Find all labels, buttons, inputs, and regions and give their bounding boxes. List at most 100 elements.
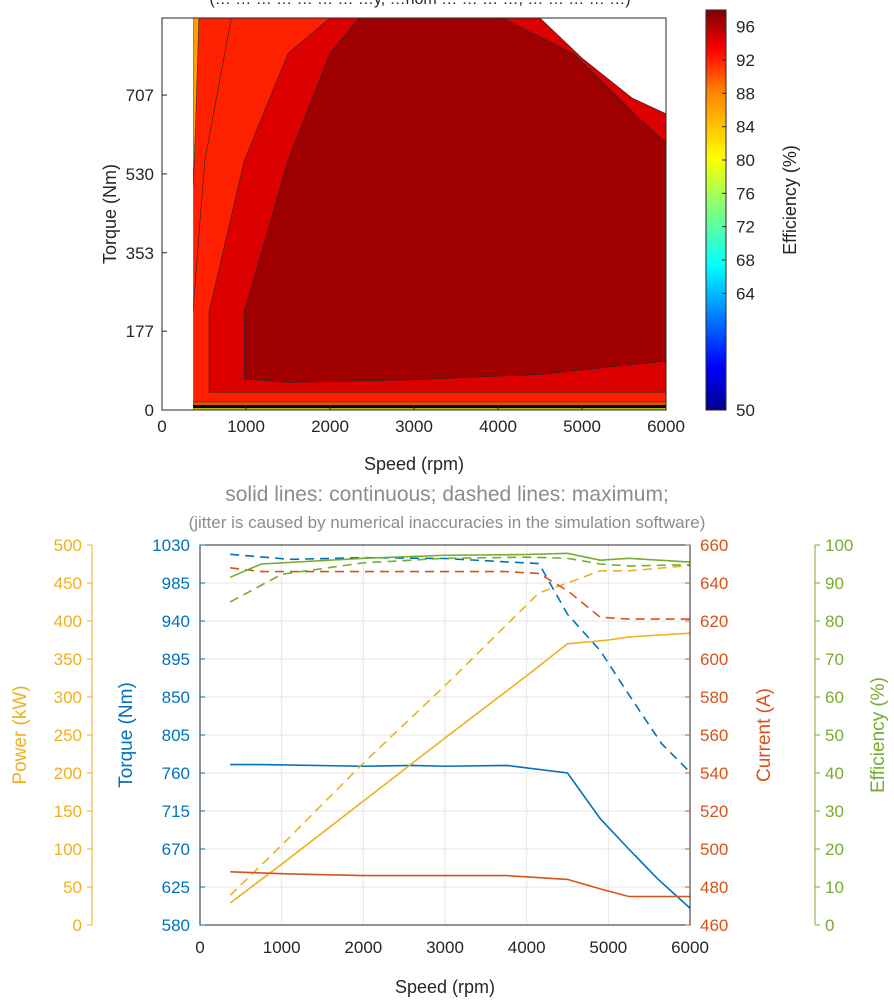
map-xtick-label: 1000 (227, 417, 265, 436)
plot-xtick-label: 6000 (671, 938, 709, 957)
current-tick-label: 520 (700, 802, 728, 821)
power-tick-label: 500 (54, 536, 82, 555)
plot-xlabel: Speed (rpm) (395, 977, 495, 997)
plot-xtick-label: 1000 (263, 938, 301, 957)
power-tick-label: 150 (54, 802, 82, 821)
map-xlabel: Speed (rpm) (364, 454, 464, 474)
top-cut-title: (… … … … … … … …y, …nom … … … …, … … … …… (209, 0, 630, 8)
efficiency-tick-label: 10 (825, 878, 844, 897)
power-tick-label: 300 (54, 688, 82, 707)
power-tick-label: 200 (54, 764, 82, 783)
current-tick-label: 640 (700, 574, 728, 593)
torque-tick-label: 625 (162, 878, 190, 897)
subtitle-line-2: (jitter is caused by numerical inaccurac… (189, 513, 706, 532)
contour-line-84 (192, 18, 232, 313)
colorbar-tick-label: 76 (736, 184, 755, 203)
torque-tick-label: 895 (162, 650, 190, 669)
colorbar-tick-label: 84 (736, 118, 755, 137)
colorbar-tick-label: 68 (736, 251, 755, 270)
efficiency-tick-label: 80 (825, 612, 844, 631)
torque-tick-label: 760 (162, 764, 190, 783)
colorbar (705, 9, 727, 411)
performance-curves: 0 1000 2000 3000 4000 5000 6000050100150200250… (10, 536, 889, 997)
efficiency-tick-label: 50 (825, 726, 844, 745)
power-tick-label: 50 (63, 878, 82, 897)
map-xtick-label: 4000 (479, 417, 517, 436)
plot-xtick-label: 5000 (589, 938, 627, 957)
plot-xtick-label: 2000 (344, 938, 382, 957)
colorbar-tick-label: 50 (736, 401, 755, 420)
current-dashed-line (230, 567, 690, 620)
map-xtick-label: 6000 (647, 417, 685, 436)
current-solid-line (230, 871, 690, 898)
torque-tick-label: 670 (162, 840, 190, 859)
efficiency-axis-label: Efficiency (%) (868, 677, 889, 793)
outside-low-speed (192, 18, 194, 410)
colorbar-tick-label: 72 (736, 218, 755, 237)
torque-tick-label: 985 (162, 574, 190, 593)
efficiency-tick-label: 100 (825, 536, 853, 555)
torque-tick-label: 850 (162, 688, 190, 707)
torque-tick-label: 940 (162, 612, 190, 631)
map-ytick-label: 353 (126, 244, 154, 263)
subtitle-line-1: solid lines: continuous; dashed lines: m… (225, 483, 669, 506)
map-ytick-label: 0 (145, 401, 154, 420)
torque-tick-label: 805 (162, 726, 190, 745)
efficiency-dashed-line (229, 556, 690, 603)
power-dashed-line (229, 564, 690, 896)
efficiency-tick-label: 90 (825, 574, 844, 593)
power-tick-label: 100 (54, 840, 82, 859)
efficiency-tick-label: 70 (825, 650, 844, 669)
colorbar-label: Efficiency (%) (780, 145, 800, 255)
current-tick-label: 620 (700, 612, 728, 631)
colorbar-tick-label: 88 (736, 84, 755, 103)
plot-xtick-label: 0 (195, 938, 204, 957)
map-ytick-label: 530 (126, 165, 154, 184)
current-tick-label: 500 (700, 840, 728, 859)
current-tick-label: 540 (700, 764, 728, 783)
power-tick-label: 400 (54, 612, 82, 631)
current-tick-label: 660 (700, 536, 728, 555)
power-tick-label: 250 (54, 726, 82, 745)
current-axis-label: Current (A) (754, 688, 775, 782)
outside-envelope (539, 18, 666, 115)
efficiency-tick-label: 60 (825, 688, 844, 707)
torque-tick-label: 715 (162, 802, 190, 821)
power-axis-label: Power (kW) (10, 685, 31, 784)
map-xtick-label: 0 (157, 417, 166, 436)
current-tick-label: 480 (700, 878, 728, 897)
current-tick-label: 580 (700, 688, 728, 707)
colorbar-tick-label: 96 (736, 18, 755, 37)
map-ytick-label: 707 (126, 86, 154, 105)
power-solid-line (229, 632, 690, 904)
power-tick-label: 0 (73, 916, 82, 935)
current-tick-label: 460 (700, 916, 728, 935)
torque-solid-line (230, 763, 690, 909)
efficiency-tick-label: 40 (825, 764, 844, 783)
colorbar-tick-label: 64 (736, 284, 755, 303)
map-xtick-label: 5000 (563, 417, 601, 436)
power-tick-label: 350 (54, 650, 82, 669)
map-xtick-label: 2000 (311, 417, 349, 436)
efficiency-tick-label: 0 (825, 916, 834, 935)
torque-axis-label: Torque (Nm) (116, 682, 137, 788)
map-xtick-label: 3000 (395, 417, 433, 436)
map-ylabel: Torque (Nm) (100, 164, 120, 264)
efficiency-tick-label: 30 (825, 802, 844, 821)
colorbar-tick-label: 80 (736, 151, 755, 170)
efficiency-map: 0 1000 2000 3000 4000 5000 6000 0 177 353 530 707 S… (100, 9, 800, 474)
contour-96 (243, 18, 666, 383)
current-tick-label: 560 (700, 726, 728, 745)
plot-xtick-label: 4000 (508, 938, 546, 957)
map-ytick-label: 177 (126, 322, 154, 341)
torque-tick-label: 580 (162, 916, 190, 935)
colorbar-tick-label: 92 (736, 51, 755, 70)
power-tick-label: 450 (54, 574, 82, 593)
current-tick-label: 600 (700, 650, 728, 669)
torque-dashed-line (230, 553, 690, 773)
plot-xtick-label: 3000 (426, 938, 464, 957)
efficiency-tick-label: 20 (825, 840, 844, 859)
efficiency-solid-line (229, 552, 690, 579)
torque-tick-label: 1030 (152, 536, 190, 555)
